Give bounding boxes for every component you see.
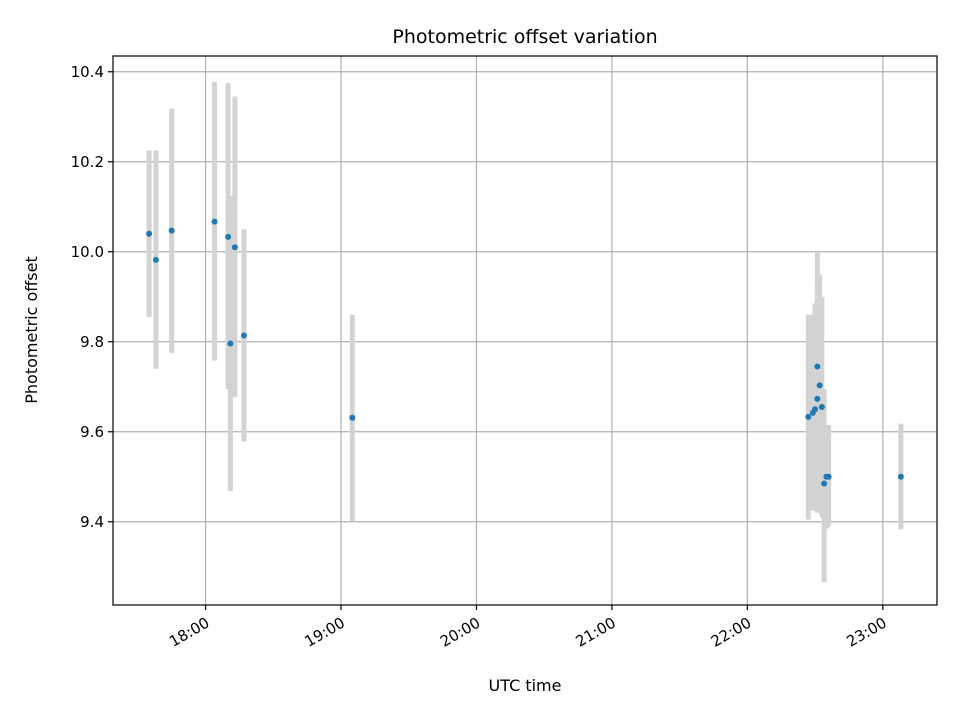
y-tick-label: 10.4 <box>71 63 104 81</box>
y-tick-label: 10.2 <box>71 153 104 171</box>
y-axis-label: Photometric offset <box>22 256 41 404</box>
data-point <box>814 363 821 370</box>
x-axis-label: UTC time <box>489 676 562 695</box>
data-point <box>152 256 159 263</box>
data-point <box>814 395 821 402</box>
y-tick-label: 9.4 <box>80 513 104 531</box>
data-point <box>211 218 218 225</box>
data-point <box>825 473 832 480</box>
y-tick-label: 9.8 <box>80 333 104 351</box>
data-point <box>805 413 812 420</box>
data-point <box>821 480 828 487</box>
data-point <box>818 404 825 410</box>
data-point <box>146 230 153 237</box>
data-point <box>349 414 356 421</box>
data-point <box>225 233 232 240</box>
data-points <box>146 218 904 487</box>
data-point <box>897 473 904 480</box>
grid <box>113 56 937 605</box>
data-point <box>168 227 175 234</box>
y-axis-ticks: 9.4 9.6 9.8 10.0 10.2 10.4 <box>71 63 113 531</box>
y-tick-label: 9.6 <box>80 423 104 441</box>
data-point <box>227 340 234 347</box>
data-point <box>812 406 819 413</box>
chart-title: Photometric offset variation <box>392 26 657 48</box>
y-tick-label: 10.0 <box>71 243 104 261</box>
data-point <box>816 382 823 389</box>
data-point <box>231 244 238 251</box>
data-point <box>240 332 247 339</box>
plot-frame <box>112 55 938 606</box>
